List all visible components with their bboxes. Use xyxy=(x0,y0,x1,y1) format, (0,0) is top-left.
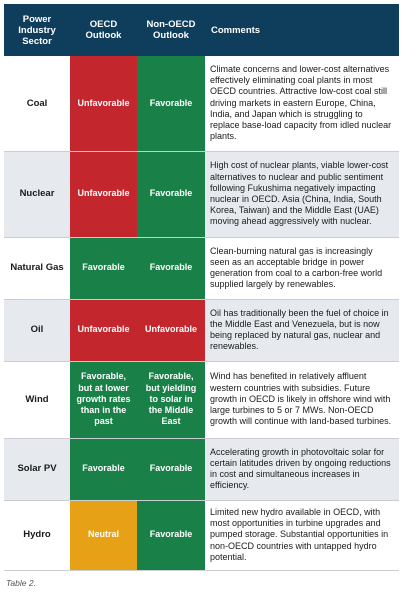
oecd-rating-cell: Unfavorable xyxy=(70,56,137,152)
non-oecd-rating-cell: Favorable xyxy=(137,237,205,300)
sector-cell: Hydro xyxy=(4,500,70,571)
header-non-oecd-outlook: Non-OECD Outlook xyxy=(137,4,205,56)
oecd-rating-cell: Neutral xyxy=(70,500,137,571)
comment-cell: High cost of nuclear plants, viable lowe… xyxy=(205,151,399,238)
sector-cell: Nuclear xyxy=(4,151,70,238)
oecd-rating-cell: Favorable xyxy=(70,438,137,501)
comment-cell: Wind has benefited in relatively affluen… xyxy=(205,361,399,439)
table-header-row: Power Industry Sector OECD Outlook Non-O… xyxy=(4,4,399,56)
comment-cell: Oil has traditionally been the fuel of c… xyxy=(205,299,399,362)
table-row-nuclear: Nuclear Unfavorable Favorable High cost … xyxy=(4,151,399,238)
oecd-rating-cell: Unfavorable xyxy=(70,151,137,238)
non-oecd-rating-cell: Favorable xyxy=(137,56,205,152)
table-row-natural-gas: Natural Gas Favorable Favorable Clean-bu… xyxy=(4,237,399,300)
sector-cell: Oil xyxy=(4,299,70,362)
table-caption: Table 2. xyxy=(6,578,36,588)
non-oecd-rating-cell: Favorable xyxy=(137,438,205,501)
sector-cell: Natural Gas xyxy=(4,237,70,300)
comment-cell: Accelerating growth in photovoltaic sola… xyxy=(205,438,399,501)
table-row-hydro: Hydro Neutral Favorable Limited new hydr… xyxy=(4,500,399,571)
oecd-rating-cell: Unfavorable xyxy=(70,299,137,362)
comment-cell: Clean-burning natural gas is increasingl… xyxy=(205,237,399,300)
non-oecd-rating-cell: Favorable, but yielding to solar in the … xyxy=(137,361,205,439)
comment-cell: Climate concerns and lower-cost alternat… xyxy=(205,56,399,152)
non-oecd-rating-cell: Favorable xyxy=(137,500,205,571)
power-sector-outlook-table: Power Industry Sector OECD Outlook Non-O… xyxy=(4,4,399,571)
header-sector: Power Industry Sector xyxy=(4,4,70,56)
oecd-rating-cell: Favorable, but at lower growth rates tha… xyxy=(70,361,137,439)
non-oecd-rating-cell: Unfavorable xyxy=(137,299,205,362)
header-oecd-outlook: OECD Outlook xyxy=(70,4,137,56)
power-sector-table-container: Power Industry Sector OECD Outlook Non-O… xyxy=(4,4,399,571)
table-row-solar-pv: Solar PV Favorable Favorable Acceleratin… xyxy=(4,438,399,501)
sector-cell: Solar PV xyxy=(4,438,70,501)
sector-cell: Wind xyxy=(4,361,70,439)
table-row-coal: Coal Unfavorable Favorable Climate conce… xyxy=(4,56,399,152)
sector-cell: Coal xyxy=(4,56,70,152)
header-comments: Comments xyxy=(205,4,399,56)
oecd-rating-cell: Favorable xyxy=(70,237,137,300)
table-row-wind: Wind Favorable, but at lower growth rate… xyxy=(4,361,399,439)
table-row-oil: Oil Unfavorable Unfavorable Oil has trad… xyxy=(4,299,399,362)
comment-cell: Limited new hydro available in OECD, wit… xyxy=(205,500,399,571)
non-oecd-rating-cell: Favorable xyxy=(137,151,205,238)
